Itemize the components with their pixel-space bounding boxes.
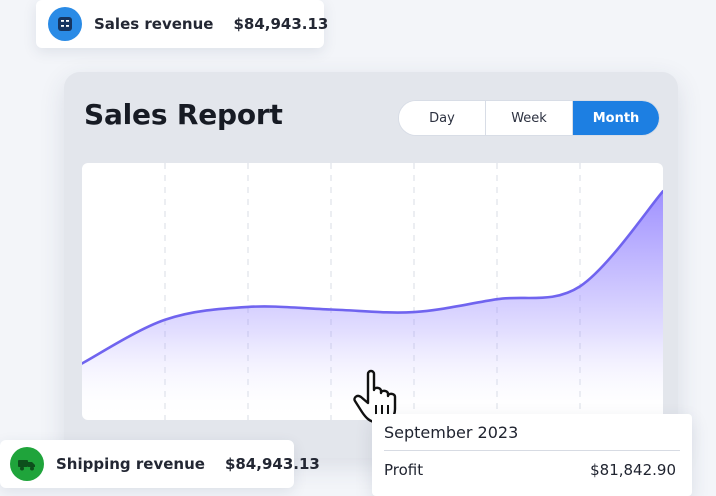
truck-icon: [10, 447, 44, 481]
week-button[interactable]: Week: [486, 101, 573, 135]
chart-tooltip: September 2023 Profit $81,842.90: [372, 414, 692, 496]
sales-revenue-summary: Sales revenue $84,943.13: [36, 0, 328, 48]
day-button[interactable]: Day: [399, 101, 486, 135]
shipping-revenue-summary: Shipping revenue $84,943.13: [0, 440, 320, 488]
shipping-revenue-label: Shipping revenue: [56, 455, 205, 473]
sales-area-chart: [82, 163, 663, 420]
month-button[interactable]: Month: [573, 101, 659, 135]
sales-area-fill: [82, 191, 663, 420]
sales-line: [82, 189, 663, 365]
sales-revenue-label: Sales revenue: [94, 15, 214, 33]
tooltip-date: September 2023: [384, 423, 519, 442]
sales-report-card: Sales Report Day Week Month: [64, 72, 678, 458]
tooltip-profit-label: Profit: [384, 461, 424, 479]
page-title: Sales Report: [84, 98, 283, 131]
shipping-revenue-value: $84,943.13: [224, 455, 320, 473]
period-segmented-control: Day Week Month: [398, 100, 660, 136]
sales-revenue-value: $84,943.13: [233, 15, 329, 33]
calculator-icon: [48, 7, 82, 41]
tooltip-divider: [384, 450, 680, 451]
tooltip-profit-value: $81,842.90: [590, 461, 676, 479]
